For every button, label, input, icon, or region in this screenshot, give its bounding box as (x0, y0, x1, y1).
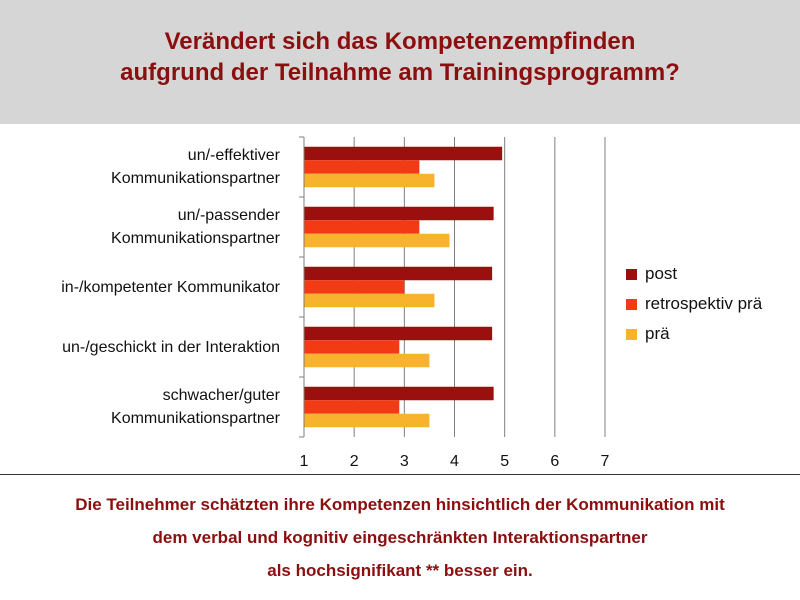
bar-1-3 (304, 340, 400, 354)
legend-label: prä (645, 324, 670, 343)
legend-item: retrospektiv prä (626, 289, 762, 319)
x-tick-label: 3 (400, 453, 409, 470)
bar-0-0 (304, 146, 503, 161)
bar-2-1 (304, 233, 450, 248)
conclusion-line-2: dem verbal und kognitiv eingeschränkten … (152, 528, 648, 547)
conclusion-line-3: als hochsignifikant ** besser ein. (267, 561, 533, 580)
x-tick-label: 1 (300, 453, 309, 470)
chart-axes: 1 2 3 4 5 6 7 (299, 136, 610, 470)
divider (0, 474, 800, 475)
bar-2-3 (304, 353, 430, 368)
bar-1-0 (304, 160, 420, 174)
conclusion-line-1: Die Teilnehmer schätzten ihre Kompetenze… (75, 495, 725, 514)
header-banner (0, 0, 800, 124)
x-tick-label: 2 (350, 453, 359, 470)
legend-swatch (626, 298, 637, 310)
bar-1-1 (304, 220, 420, 234)
legend-label: retrospektiv prä (645, 294, 763, 313)
page-title: Verändert sich das Kompetenzempfinden au… (0, 26, 800, 88)
legend-item: prä (626, 319, 762, 349)
bar-1-2 (304, 280, 405, 294)
x-tick-label: 5 (500, 453, 509, 470)
bar-2-0 (304, 173, 435, 188)
legend-swatch (626, 328, 637, 340)
chart-legend: post retrospektiv prä prä (626, 259, 762, 349)
bar-0-3 (304, 326, 493, 341)
legend-label: post (645, 264, 678, 283)
bar-0-1 (304, 206, 494, 221)
x-tick-label: 6 (550, 453, 559, 470)
conclusion-text: Die Teilnehmer schätzten ihre Kompetenze… (0, 488, 800, 587)
chart-bars (304, 146, 503, 428)
x-tick-label: 7 (601, 453, 610, 470)
title-line-2: aufgrund der Teilnahme am Trainingsprogr… (120, 59, 680, 86)
bar-1-4 (304, 400, 400, 414)
bar-0-4 (304, 386, 494, 401)
legend-swatch (626, 268, 637, 280)
legend-item: post (626, 259, 762, 289)
title-line-1: Verändert sich das Kompetenzempfinden (164, 28, 636, 55)
x-tick-label: 4 (450, 453, 459, 470)
bar-2-2 (304, 293, 435, 308)
bar-2-4 (304, 413, 430, 428)
bar-chart: 1 2 3 4 5 6 7 (299, 136, 610, 470)
bar-0-2 (304, 266, 493, 281)
